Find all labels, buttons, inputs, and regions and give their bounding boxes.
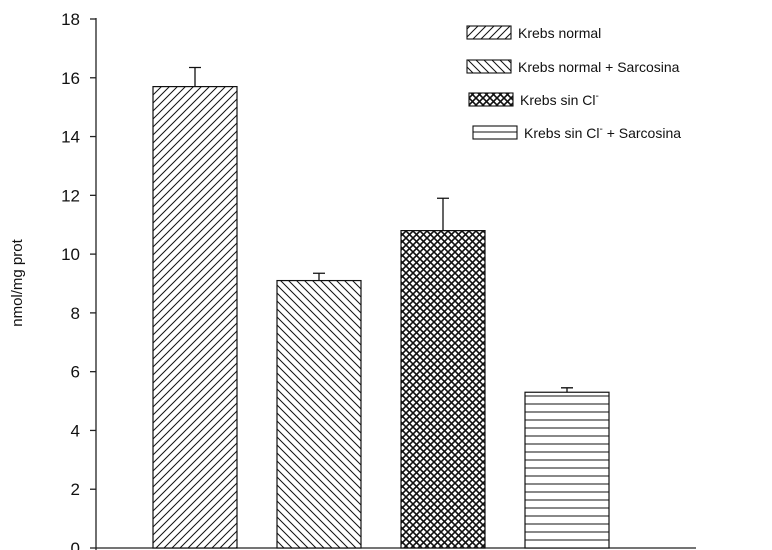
y-tick-label: 10 [61,245,80,264]
legend-label: Krebs normal [518,25,601,41]
y-tick-label: 18 [61,10,80,29]
bar [400,230,486,549]
y-ticks: 0 2 4 6 8 10 12 14 16 18 [61,10,96,550]
legend: Krebs normal Krebs normal + Sarcosina Kreb… [466,25,681,141]
y-tick-label: 16 [61,69,80,88]
legend-swatch [472,125,518,140]
y-axis-label: nmol/mg prot [9,238,26,326]
bar [524,391,610,549]
error-bar [437,197,449,231]
legend-label: Krebs sin Cl- [520,91,599,108]
y-tick-label: 2 [71,480,80,499]
y-tick-label: 8 [71,304,80,323]
legend-label-part: - [599,124,602,135]
error-bar [313,272,325,281]
legend-label-part: Krebs normal [518,25,601,41]
legend-label-part: + Sarcosina [603,125,681,141]
legend-label-part: Krebs sin Cl [524,125,599,141]
bar [152,85,238,549]
legend-swatch [466,59,512,74]
bars [152,66,610,549]
error-bar [189,66,201,87]
y-tick-label: 0 [71,539,80,550]
y-tick-label: 6 [71,363,80,382]
legend-label-part: - [595,91,598,102]
y-tick-label: 12 [61,186,80,205]
legend-swatch [468,92,514,107]
bar [276,279,362,549]
error-bar [561,387,573,393]
legend-label: Krebs normal + Sarcosina [518,59,680,75]
legend-label: Krebs sin Cl- + Sarcosina [524,124,681,141]
legend-label-part: Krebs sin Cl [520,92,595,108]
y-tick-label: 14 [61,128,80,147]
legend-label-part: Krebs normal + Sarcosina [518,59,680,75]
y-tick-label: 4 [71,421,80,440]
legend-swatch [466,25,512,40]
